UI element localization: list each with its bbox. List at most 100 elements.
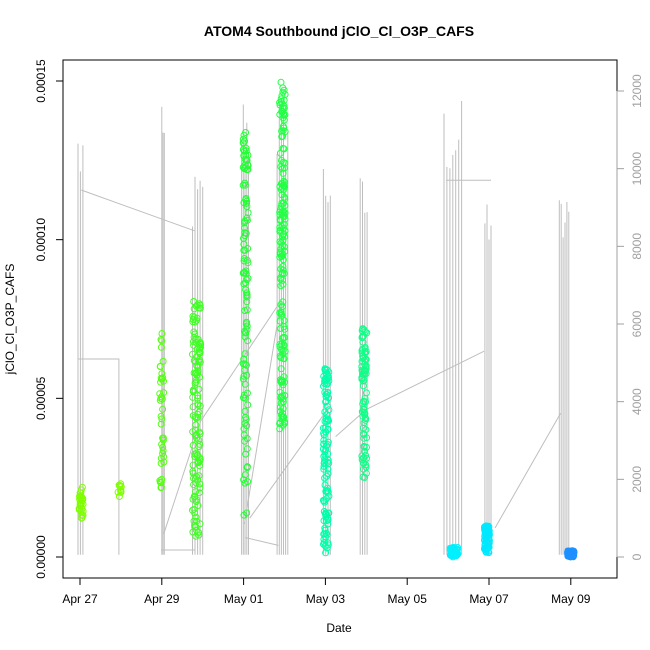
data-point xyxy=(281,183,288,191)
data-point xyxy=(362,398,369,406)
altitude-transit-line xyxy=(77,358,120,555)
right-tick-label: 0 xyxy=(630,553,644,560)
data-point xyxy=(278,413,286,420)
data-point xyxy=(277,365,285,373)
data-point xyxy=(194,410,202,418)
data-point xyxy=(159,447,167,454)
data-point xyxy=(278,253,286,260)
data-point xyxy=(323,402,331,410)
data-point xyxy=(192,479,200,487)
data-point xyxy=(242,270,250,278)
data-point xyxy=(243,291,251,299)
right-tick-label: 12000 xyxy=(630,74,644,108)
data-point xyxy=(241,471,249,479)
data-point xyxy=(358,456,366,464)
data-point xyxy=(279,405,287,413)
data-point xyxy=(278,209,286,217)
data-point xyxy=(277,325,285,332)
data-point xyxy=(196,348,204,356)
data-point xyxy=(156,477,164,485)
data-point xyxy=(276,99,284,107)
data-point xyxy=(321,408,329,416)
data-point xyxy=(321,377,329,385)
data-point xyxy=(189,495,197,503)
data-point xyxy=(360,431,368,439)
data-point xyxy=(193,314,201,322)
data-point xyxy=(241,333,249,341)
y-tick-label: 0.00015 xyxy=(34,59,48,103)
data-point xyxy=(160,458,168,466)
data-point xyxy=(241,360,249,368)
data-point xyxy=(567,551,575,559)
data-point xyxy=(240,476,248,484)
data-point xyxy=(279,266,287,274)
data-point xyxy=(191,330,199,338)
data-point xyxy=(325,406,333,414)
data-point xyxy=(190,305,198,313)
data-point xyxy=(569,550,577,558)
data-point xyxy=(280,243,288,251)
data-point xyxy=(358,374,366,382)
data-point xyxy=(280,177,288,185)
data-point xyxy=(359,473,367,481)
data-point xyxy=(195,489,203,497)
data-point xyxy=(278,411,285,419)
y-tick-label: 0.00010 xyxy=(34,218,48,262)
data-point xyxy=(78,483,86,491)
data-point xyxy=(239,181,247,189)
data-point xyxy=(242,320,250,328)
data-point xyxy=(278,165,286,173)
altitude-series xyxy=(77,98,570,555)
data-point xyxy=(192,339,200,347)
data-point xyxy=(157,343,165,351)
data-point xyxy=(276,309,284,317)
altitude-transit-line xyxy=(243,304,281,525)
data-point xyxy=(116,482,124,490)
data-point xyxy=(242,195,250,202)
data-point xyxy=(242,329,250,337)
data-point xyxy=(240,255,248,262)
data-point xyxy=(194,392,202,400)
right-tick-label: 2000 xyxy=(630,466,644,493)
data-point xyxy=(194,367,202,375)
data-point xyxy=(243,289,251,297)
data-point xyxy=(322,446,330,454)
data-point xyxy=(361,394,369,402)
data-point xyxy=(190,298,198,305)
data-point xyxy=(360,454,367,462)
data-point xyxy=(190,386,197,394)
data-point xyxy=(276,343,284,351)
data-point xyxy=(244,259,252,267)
data-point xyxy=(192,513,200,521)
data-point xyxy=(361,416,369,424)
data-point xyxy=(157,378,165,386)
data-point xyxy=(484,545,491,553)
data-point xyxy=(241,155,249,163)
data-point xyxy=(159,434,167,442)
x-axis-label: Date xyxy=(326,621,352,635)
data-point xyxy=(278,376,286,384)
data-point xyxy=(196,339,204,347)
data-point xyxy=(362,365,370,373)
right-tick-label: 4000 xyxy=(630,388,644,415)
data-point xyxy=(240,355,248,363)
data-point xyxy=(323,531,331,539)
data-point xyxy=(193,449,200,457)
data-point xyxy=(278,303,286,311)
data-point xyxy=(158,415,166,423)
data-point xyxy=(239,139,247,147)
data-point xyxy=(159,449,167,457)
data-point xyxy=(452,552,460,560)
data-point xyxy=(243,463,251,471)
data-point xyxy=(279,169,287,177)
data-point xyxy=(192,488,200,496)
data-point xyxy=(279,334,286,342)
data-point xyxy=(322,369,330,377)
altitude-transit-line xyxy=(81,189,195,232)
data-point xyxy=(194,400,202,408)
right-tick-label: 8000 xyxy=(630,233,644,260)
data-point xyxy=(324,389,331,397)
data-point xyxy=(191,318,199,326)
data-point xyxy=(359,332,367,340)
